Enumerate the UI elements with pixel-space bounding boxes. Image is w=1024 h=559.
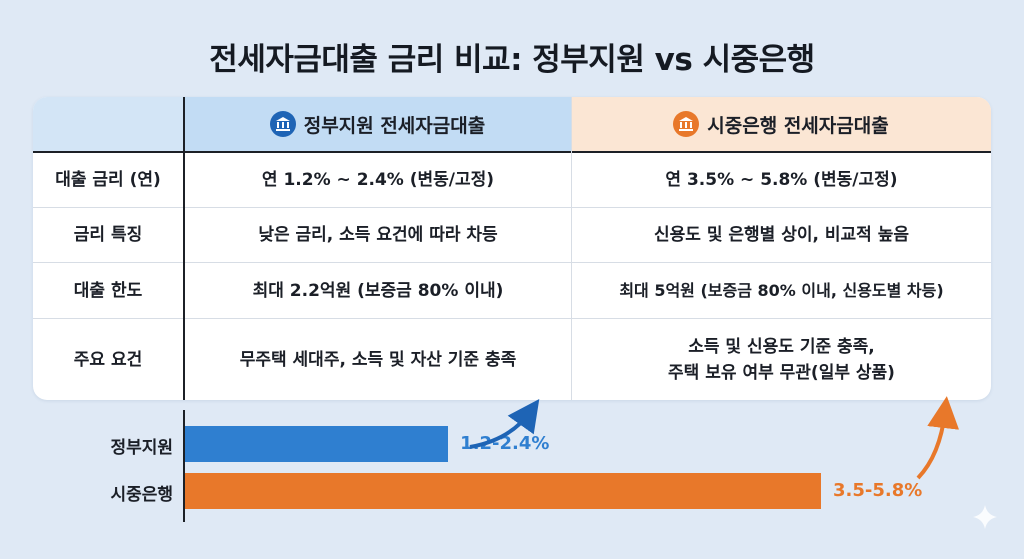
column-header-bank: 시중은행 전세자금대출: [571, 97, 991, 151]
table-cell: 최대 5억원 (보증금 80% 이내, 신용도별 차등): [619, 280, 944, 300]
bank-icon: [269, 111, 296, 137]
page-title: 전세자금대출 금리 비교: 정부지원 vs 시중은행: [209, 42, 815, 78]
divider: [33, 207, 991, 208]
cell-line: 주택 보유 여부 무관(일부 상품): [668, 362, 895, 383]
table-cell: 연 3.5% ~ 5.8% (변동/고정): [665, 170, 898, 190]
table-cell: 무주택 세대주, 소득 및 자산 기준 충족: [239, 349, 517, 370]
row-label: 대출 한도: [73, 280, 143, 301]
divider: [33, 151, 991, 153]
table-cell: 연 1.2% ~ 2.4% (변동/고정): [261, 170, 495, 190]
bar-category-label: 정부지원: [110, 438, 173, 458]
bar-value-label: 3.5-5.8%: [833, 480, 923, 501]
column-header-gov: 정부지원 전세자금대출: [184, 97, 571, 151]
column-header-label: 정부지원 전세자금대출: [303, 114, 486, 137]
bar: [185, 473, 821, 509]
chart-axis: [183, 410, 185, 522]
column-header-label: 시중은행 전세자금대출: [707, 114, 889, 137]
bank-icon: [673, 111, 700, 137]
divider: [183, 97, 185, 400]
bar-value-label: 1.2-2.4%: [460, 433, 550, 454]
divider: [571, 97, 572, 400]
divider: [33, 318, 991, 319]
arrow-icon: [469, 398, 540, 449]
table-cell: 신용도 및 은행별 상이, 비교적 높음: [653, 225, 909, 245]
sparkle-icon: [973, 505, 997, 529]
row-label: 금리 특징: [73, 225, 143, 245]
table-cell: 최대 2.2억원 (보증금 80% 이내): [252, 280, 504, 301]
row-label: 대출 금리 (연): [55, 170, 161, 190]
bar-category-label: 시중은행: [110, 485, 173, 505]
arrow-icon: [916, 396, 960, 480]
comparison-table: 정부지원 전세자금대출 시중은행 전세자금대출 대출 금리 (연) 연 1.2%…: [33, 97, 991, 400]
cell-line: 소득 및 신용도 기준 충족,: [688, 336, 875, 357]
row-label: 주요 요건: [73, 349, 143, 370]
table-header-corner: [33, 97, 184, 151]
table-cell: 낮은 금리, 소득 요건에 따라 차등: [258, 225, 498, 245]
table-cell: 소득 및 신용도 기준 충족, 주택 보유 여부 무관(일부 상품): [572, 319, 991, 400]
divider: [33, 262, 991, 263]
bar: [185, 426, 449, 462]
